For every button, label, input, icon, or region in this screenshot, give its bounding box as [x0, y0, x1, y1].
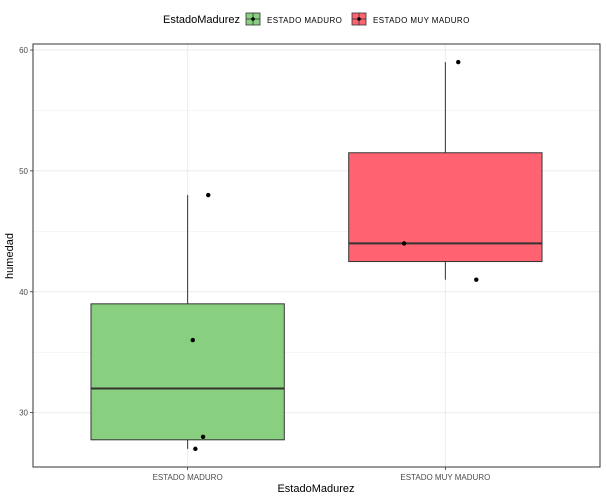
y-tick-label: 60: [19, 46, 28, 55]
x-axis-title: EstadoMadurez: [277, 483, 354, 495]
data-point-estado-muy-maduro: [401, 241, 407, 246]
data-point-estado-maduro: [206, 192, 211, 198]
data-point-estado-muy-maduro: [456, 59, 461, 65]
boxes-layer: [90, 62, 543, 449]
legend-key-estado-muy-maduro: [351, 12, 367, 26]
legend-key-point-estado-muy-maduro: [357, 17, 361, 21]
box-estado-muy-maduro: [348, 152, 543, 263]
y-tick-label: 50: [19, 167, 28, 176]
y-tick-label: 30: [19, 409, 28, 418]
x-axis: ESTADO MADURO ESTADO MUY MADURO: [153, 467, 490, 482]
legend-label-estado-muy-maduro: ESTADO MUY MADURO: [373, 16, 470, 25]
data-point-estado-maduro: [190, 337, 195, 343]
y-axis: 30 40 50 60: [19, 46, 33, 418]
y-tick-label: 40: [19, 288, 28, 297]
data-point-estado-muy-maduro: [474, 277, 479, 282]
legend: EstadoMadurez ESTADO MADURO ESTADO MUY M…: [163, 12, 470, 26]
panel-border: [32, 43, 601, 468]
x-tick-label: ESTADO MUY MADURO: [400, 473, 490, 482]
x-tick-label: ESTADO MADURO: [153, 473, 223, 482]
legend-key-point-estado-maduro: [251, 17, 255, 21]
box-estado-maduro: [90, 303, 285, 441]
data-point-estado-maduro: [200, 434, 206, 439]
data-point-estado-maduro: [193, 446, 198, 452]
legend-label-estado-maduro: ESTADO MADURO: [267, 16, 342, 25]
points-layer: [190, 59, 479, 452]
legend-title: EstadoMadurez: [163, 14, 240, 26]
legend-key-estado-maduro: [245, 12, 261, 26]
y-axis-title: humedad: [4, 233, 16, 279]
